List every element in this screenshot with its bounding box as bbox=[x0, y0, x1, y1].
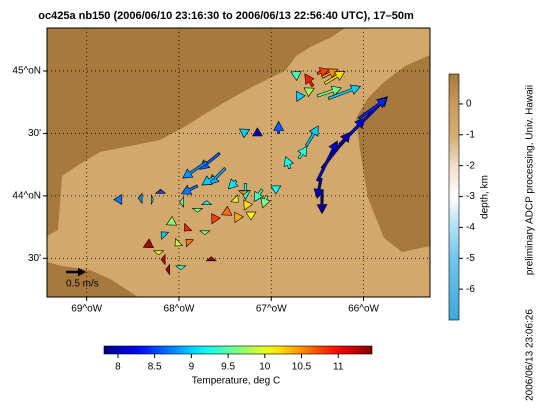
current-vector bbox=[201, 175, 216, 186]
current-vector bbox=[323, 71, 346, 85]
y-tick-label: 45^oN bbox=[12, 66, 41, 77]
current-vector bbox=[160, 231, 170, 240]
depth-tick-label: -6 bbox=[466, 284, 475, 295]
depth-tick-label: -5 bbox=[466, 253, 475, 264]
temperature-tick-label: 10.5 bbox=[292, 362, 312, 373]
current-vector bbox=[182, 160, 208, 179]
depth-tick-label: 0 bbox=[466, 99, 472, 110]
current-vector bbox=[297, 145, 308, 160]
side-note: preliminary ADCP processing, Univ. Hawai… bbox=[525, 85, 536, 275]
current-vector bbox=[137, 192, 143, 205]
scale-label: 0.5 m/s bbox=[66, 279, 99, 290]
temperature-tick-label: 9.5 bbox=[221, 362, 235, 373]
y-tick-label: 44^oN bbox=[12, 190, 41, 201]
current-vector bbox=[191, 208, 204, 213]
current-vector bbox=[230, 194, 239, 203]
current-vector bbox=[113, 194, 123, 206]
land bbox=[356, 55, 430, 252]
current-vector bbox=[251, 127, 263, 137]
current-vector bbox=[174, 237, 184, 247]
temperature-tick-label: 11 bbox=[333, 362, 344, 373]
temperature-label: Temperature, deg C bbox=[192, 376, 280, 387]
current-vector bbox=[151, 194, 154, 205]
temperature-tick-label: 8 bbox=[115, 362, 121, 373]
current-vector bbox=[200, 200, 213, 205]
current-vector bbox=[237, 190, 250, 196]
shoal bbox=[47, 262, 138, 297]
land bbox=[47, 28, 345, 236]
depth-tick-label: -2 bbox=[466, 160, 475, 171]
current-vector bbox=[321, 68, 339, 79]
current-vector bbox=[165, 263, 170, 276]
scale-arrow bbox=[66, 267, 86, 277]
current-vector bbox=[221, 205, 233, 216]
current-vector bbox=[304, 73, 315, 88]
depth-label: depth, km bbox=[480, 175, 491, 219]
y-tick-label: 30' bbox=[28, 253, 41, 264]
map bbox=[47, 28, 430, 297]
x-tick-label: 67^oW bbox=[256, 304, 287, 315]
x-tick-label: 69^oW bbox=[71, 304, 102, 315]
current-vector bbox=[160, 253, 166, 266]
current-vector bbox=[316, 189, 328, 215]
current-vector bbox=[273, 120, 285, 134]
current-vector bbox=[205, 256, 218, 262]
current-vector bbox=[316, 67, 330, 78]
current-vector bbox=[152, 250, 165, 256]
current-vector bbox=[304, 125, 319, 147]
current-vector bbox=[283, 155, 294, 170]
depth-tick-label: -1 bbox=[466, 129, 475, 140]
depth-colorbar bbox=[448, 73, 460, 321]
current-vector bbox=[180, 184, 199, 195]
current-vector bbox=[315, 140, 339, 182]
timestamp: 2006/06/13 23:06:26 bbox=[525, 309, 536, 401]
current-vector bbox=[154, 188, 167, 194]
current-vector bbox=[234, 211, 244, 224]
current-vector bbox=[290, 71, 302, 81]
current-vector bbox=[243, 199, 254, 211]
current-vector bbox=[270, 185, 282, 195]
current-vector bbox=[183, 222, 193, 232]
current-vector bbox=[185, 238, 195, 248]
temperature-tick-label: 10 bbox=[259, 362, 271, 373]
depth-tick-label: -3 bbox=[466, 191, 475, 202]
x-tick-label: 68^oW bbox=[164, 304, 195, 315]
depth-tick-label: -4 bbox=[466, 222, 475, 233]
current-vector bbox=[313, 177, 325, 200]
x-tick-label: 66^oW bbox=[348, 304, 379, 315]
y-tick-label: 30' bbox=[28, 128, 41, 139]
temperature-colorbar bbox=[103, 345, 373, 355]
current-vector bbox=[227, 178, 239, 190]
current-vector bbox=[327, 84, 362, 100]
current-vector bbox=[253, 188, 264, 203]
current-vector bbox=[296, 90, 306, 102]
temperature-tick-label: 9 bbox=[189, 362, 195, 373]
current-vector bbox=[357, 98, 388, 120]
current-vector bbox=[211, 213, 221, 225]
temperature-tick-label: 8.5 bbox=[148, 362, 162, 373]
current-vector bbox=[260, 195, 271, 209]
current-vector bbox=[179, 196, 184, 208]
current-vector bbox=[142, 238, 155, 249]
current-vector bbox=[245, 211, 257, 221]
title: oc425a nb150 (2006/06/10 23:16:30 to 200… bbox=[38, 10, 414, 22]
current-vector bbox=[175, 265, 187, 271]
map-frame bbox=[46, 27, 431, 298]
current-vector bbox=[303, 87, 315, 98]
current-vector bbox=[165, 215, 178, 226]
current-vector bbox=[199, 230, 211, 236]
current-vector bbox=[238, 128, 251, 139]
